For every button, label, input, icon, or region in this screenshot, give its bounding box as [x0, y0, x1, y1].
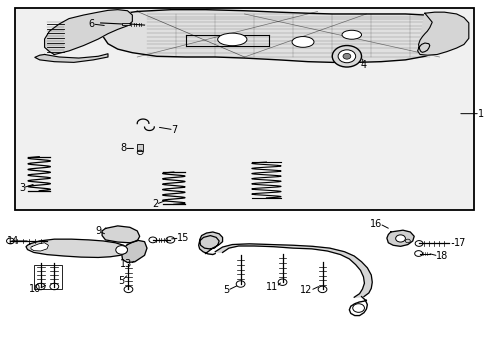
- Text: 16: 16: [369, 219, 381, 229]
- Text: 11: 11: [266, 282, 278, 292]
- Polygon shape: [198, 232, 222, 255]
- Ellipse shape: [217, 33, 246, 46]
- Polygon shape: [31, 243, 48, 251]
- Text: 12: 12: [300, 285, 312, 296]
- Ellipse shape: [291, 37, 313, 47]
- Bar: [137, 144, 143, 151]
- Polygon shape: [35, 54, 108, 62]
- Text: 6: 6: [88, 19, 95, 29]
- Text: 5: 5: [223, 285, 229, 296]
- Circle shape: [116, 246, 127, 254]
- Text: 1: 1: [477, 109, 483, 119]
- Polygon shape: [386, 230, 413, 246]
- Polygon shape: [348, 297, 366, 316]
- Polygon shape: [417, 12, 468, 55]
- Circle shape: [337, 50, 355, 63]
- Text: 3: 3: [19, 183, 25, 193]
- Circle shape: [331, 45, 361, 67]
- Polygon shape: [102, 226, 140, 243]
- Text: 5: 5: [118, 276, 124, 286]
- Text: 10: 10: [29, 284, 41, 294]
- Circle shape: [342, 53, 350, 59]
- Text: 15: 15: [177, 233, 189, 243]
- Polygon shape: [44, 10, 132, 54]
- Text: 2: 2: [152, 199, 158, 210]
- Polygon shape: [26, 239, 127, 257]
- Text: 18: 18: [435, 251, 447, 261]
- Ellipse shape: [341, 30, 361, 39]
- Text: 4: 4: [360, 60, 366, 70]
- Text: 9: 9: [95, 226, 102, 236]
- Polygon shape: [103, 10, 448, 62]
- Polygon shape: [215, 244, 371, 297]
- Bar: [34, 265, 61, 289]
- Bar: [122, 23, 130, 26]
- Text: 17: 17: [453, 238, 466, 248]
- Polygon shape: [122, 240, 147, 262]
- Text: 8: 8: [120, 143, 126, 153]
- Text: 14: 14: [6, 236, 19, 246]
- Circle shape: [352, 304, 364, 312]
- Circle shape: [395, 235, 405, 242]
- Text: 7: 7: [171, 125, 177, 135]
- Text: 13: 13: [120, 259, 132, 269]
- Bar: [15, 8, 473, 211]
